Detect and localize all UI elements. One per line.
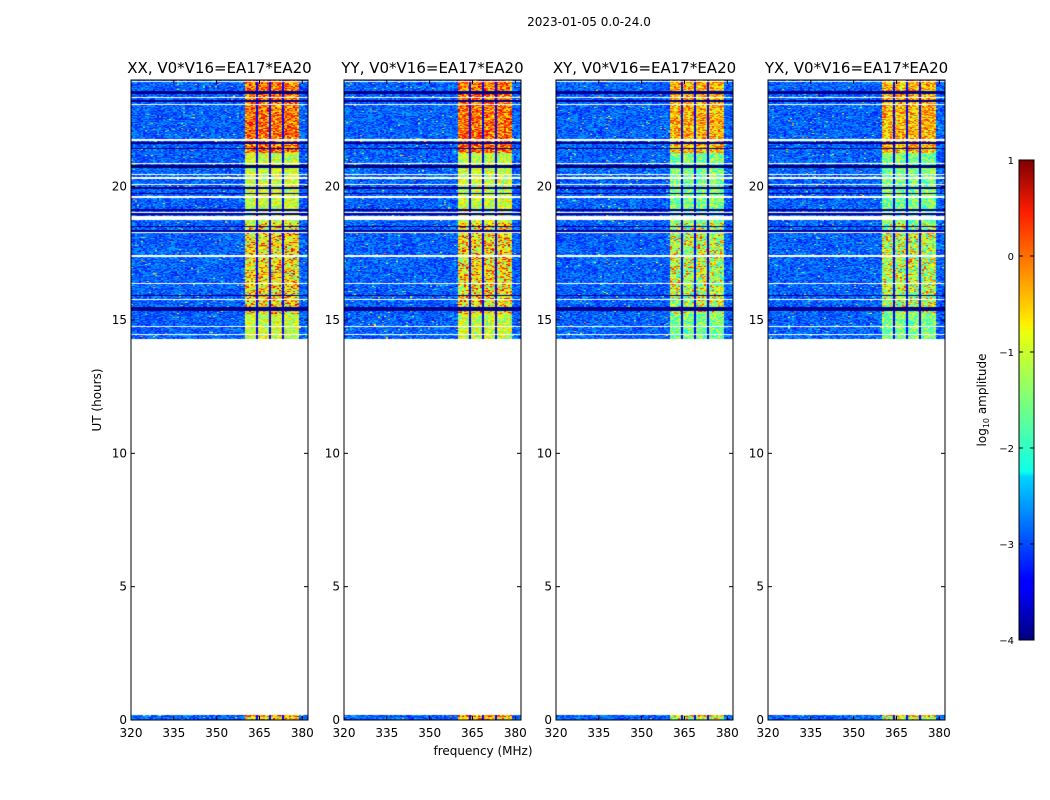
colorbar-label: log10 amplitude — [975, 354, 991, 447]
x-tick-label: 335 — [799, 726, 822, 740]
y-tick-label: 0 — [119, 713, 127, 727]
y-tick-label: 15 — [749, 313, 764, 327]
y-tick-label: 5 — [119, 580, 127, 594]
y-tick-label: 5 — [544, 580, 552, 594]
heatmap-image — [768, 80, 945, 720]
colorbar-ticks: 1 0 −1 −2 −3 −4 — [999, 156, 1034, 647]
y-tick-label: 0 — [332, 713, 340, 727]
panel-title: YX, V0*V16=EA17*EA20 — [764, 59, 948, 77]
panel-title: XX, V0*V16=EA17*EA20 — [127, 59, 311, 77]
x-tick-label: 320 — [757, 726, 780, 740]
colorbar-tick-label: −3 — [999, 540, 1014, 551]
y-tick-label: 15 — [325, 313, 340, 327]
x-tick-label: 365 — [248, 726, 271, 740]
axes-frame — [767, 79, 946, 721]
heatmap-image — [344, 80, 521, 720]
axes-frame — [343, 79, 522, 721]
colorbar-tick-label: −4 — [999, 636, 1014, 647]
y-tick-label: 15 — [537, 313, 552, 327]
y-tick-label: 10 — [749, 446, 764, 460]
panel-yy: YY, V0*V16=EA17*EA20 320 335 350 365 380 0 5 10 1… — [325, 59, 527, 740]
colorbar-tick-label: 1 — [1008, 156, 1014, 167]
y-tick-label: 20 — [537, 180, 552, 194]
y-tick-label: 10 — [112, 446, 127, 460]
x-tick-label: 320 — [333, 726, 356, 740]
colorbar-tick-label: −1 — [999, 348, 1014, 359]
x-tick-label: 365 — [673, 726, 696, 740]
y-tick-label: 5 — [756, 580, 764, 594]
y-tick-label: 15 — [112, 313, 127, 327]
panel-yx: YX, V0*V16=EA17*EA20 320 335 350 365 380 0 5 10 1… — [749, 59, 951, 740]
x-tick-label: 380 — [291, 726, 314, 740]
panel-xx: XX, V0*V16=EA17*EA20 320 335 350 365 380 0 5 10 1… — [112, 59, 314, 740]
x-tick-label: 350 — [842, 726, 865, 740]
y-tick-label: 10 — [325, 446, 340, 460]
x-tick-label: 365 — [461, 726, 484, 740]
colorbar-gradient — [1018, 159, 1035, 641]
x-tick-label: 380 — [504, 726, 527, 740]
heatmap-image — [556, 80, 733, 720]
y-tick-label: 5 — [332, 580, 340, 594]
x-axis-label: frequency (MHz) — [433, 744, 532, 758]
y-tick-label: 0 — [756, 713, 764, 727]
x-tick-label: 350 — [630, 726, 653, 740]
y-axis-label: UT (hours) — [90, 368, 104, 431]
x-tick-label: 335 — [587, 726, 610, 740]
y-tick-label: 20 — [325, 180, 340, 194]
axes-frame — [555, 79, 734, 721]
y-tick-label: 20 — [749, 180, 764, 194]
colorbar-tick-label: 0 — [1008, 252, 1014, 263]
x-tick-label: 350 — [205, 726, 228, 740]
x-tick-label: 365 — [885, 726, 908, 740]
x-tick-label: 320 — [120, 726, 143, 740]
x-tick-label: 380 — [716, 726, 739, 740]
x-tick-label: 335 — [162, 726, 185, 740]
y-tick-label: 0 — [544, 713, 552, 727]
colorbar: 1 0 −1 −2 −3 −4 log10 amplitude — [975, 156, 1035, 647]
y-tick-label: 20 — [112, 180, 127, 194]
panel-title: XY, V0*V16=EA17*EA20 — [553, 59, 736, 77]
x-tick-label: 350 — [418, 726, 441, 740]
colorbar-tick-label: −2 — [999, 444, 1014, 455]
heatmap-image — [131, 80, 308, 720]
x-tick-label: 380 — [928, 726, 951, 740]
panels: XX, V0*V16=EA17*EA20 320 335 350 365 380 0 5 10 1… — [112, 59, 951, 740]
axes-frame — [130, 79, 309, 721]
panel-xy: XY, V0*V16=EA17*EA20 320 335 350 365 380 0 5 10 1… — [537, 59, 739, 740]
x-tick-label: 335 — [375, 726, 398, 740]
panel-title: YY, V0*V16=EA17*EA20 — [340, 59, 523, 77]
y-tick-label: 10 — [537, 446, 552, 460]
figure-title: 2023-01-05 0.0-24.0 — [527, 15, 651, 29]
x-tick-label: 320 — [545, 726, 568, 740]
